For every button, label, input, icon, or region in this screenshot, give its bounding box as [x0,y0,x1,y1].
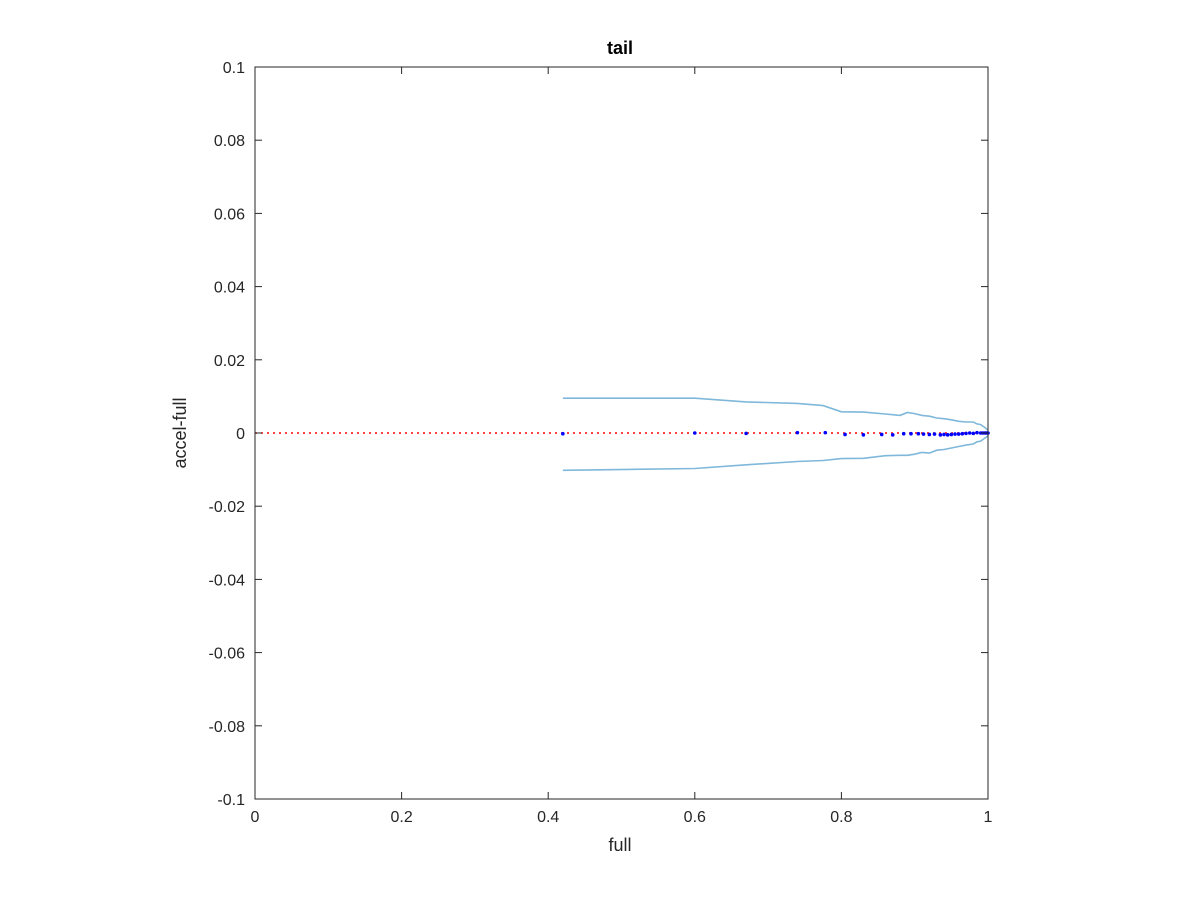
plot-area [255,397,990,472]
y-tick-label: -0.08 [209,719,246,736]
x-tick-label: 0 [251,809,260,826]
x-tick-label: 1 [984,809,993,826]
lower-band-line [562,435,989,472]
data-point [890,433,895,437]
y-tick-label: 0.1 [223,60,245,77]
upper-band-line [562,397,989,431]
data-point [861,433,866,437]
data-point [967,431,972,435]
y-tick-label: -0.1 [217,792,245,809]
axis-ticks: 0 0.2 0.4 0.6 0.8 1 -0.1 -0.08 -0.06 -0.04 -0.02 0 0… [209,60,993,826]
data-point [901,431,906,436]
data-point [927,432,932,437]
data-point [879,432,884,437]
y-tick-label: 0.02 [214,353,245,370]
data-point [693,431,697,435]
data-point [921,432,926,436]
data-point [960,431,965,436]
data-point [795,430,800,435]
data-point [949,432,954,437]
y-tick-label: -0.06 [209,646,246,663]
data-point [956,432,961,436]
data-point [971,431,976,436]
x-axis-label: full [608,835,631,855]
data-point [964,431,968,436]
data-point [744,431,748,436]
data-point [916,431,921,436]
data-point [561,431,565,436]
data-point [843,432,847,437]
y-tick-label: 0.06 [214,206,245,223]
x-tick-label: 0.4 [537,809,559,826]
x-tick-label: 0.2 [390,809,412,826]
data-point [909,431,913,436]
data-point [938,433,943,437]
y-tick-label: -0.02 [209,499,246,516]
y-axis-label: accel-full [170,397,190,468]
y-tick-label: -0.04 [209,572,246,589]
chart-title: tail [607,38,633,58]
data-point [942,432,946,437]
data-point [953,432,957,436]
data-point [945,433,950,437]
x-tick-label: 0.6 [684,809,706,826]
data-point [975,430,979,435]
data-point [823,430,828,435]
y-tick-label: 0 [236,426,245,443]
data-point [932,432,937,436]
x-tick-label: 0.8 [830,809,852,826]
y-tick-label: 0.08 [214,133,245,150]
y-tick-label: 0.04 [214,280,245,297]
